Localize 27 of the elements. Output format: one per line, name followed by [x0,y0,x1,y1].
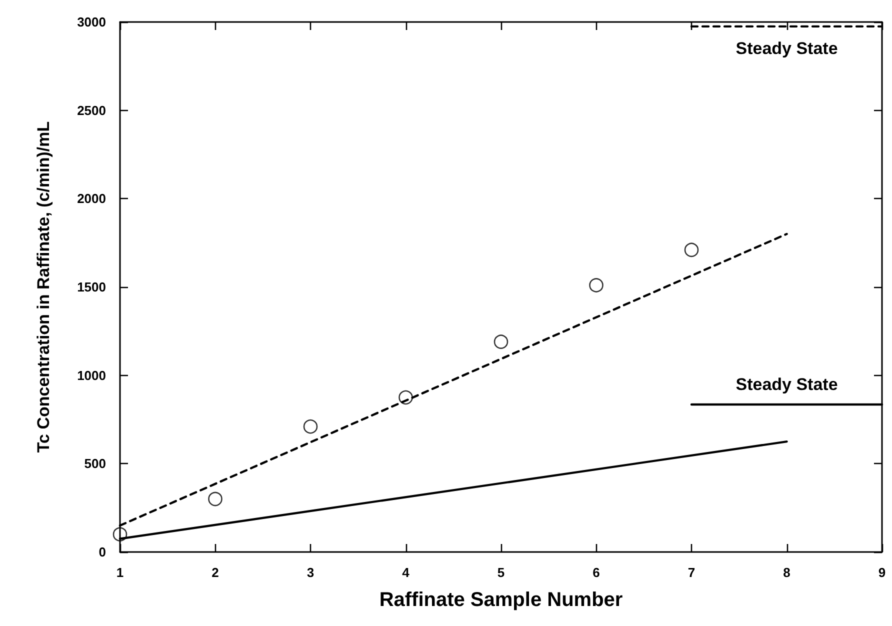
y-tick-label: 2000 [77,191,106,206]
x-tick-label: 7 [688,565,696,580]
x-tick-label: 2 [212,565,219,580]
y-tick-label: 0 [98,544,106,560]
point [684,242,699,258]
point [494,334,508,349]
x-tick-label: 4 [402,565,410,580]
y-tick-label: 500 [84,456,106,472]
y-tick-label: 3000 [77,14,106,30]
y-tick-label: 1500 [77,280,106,294]
point [589,278,604,292]
point [303,419,318,434]
x-tick-label: 6 [592,565,600,580]
x-tick-label: 5 [497,565,505,580]
x-axis-title: Raffinate Sample Number [379,589,623,611]
x-tick-label: 3 [306,565,314,580]
annotation: Steady State [736,374,838,394]
x-tick-label: 9 [878,565,886,580]
y-tick-label: 2500 [77,102,106,118]
x-tick-label: 1 [116,565,124,580]
x-tick-label: 8 [783,565,790,580]
point [208,492,222,506]
y-axis-title: Tc Concentration in Raffinate, (c/min)/mL [34,121,53,453]
annotation: Steady State [736,38,838,58]
point [112,527,128,542]
point [398,390,413,405]
y-tick-label: 1000 [77,368,106,383]
